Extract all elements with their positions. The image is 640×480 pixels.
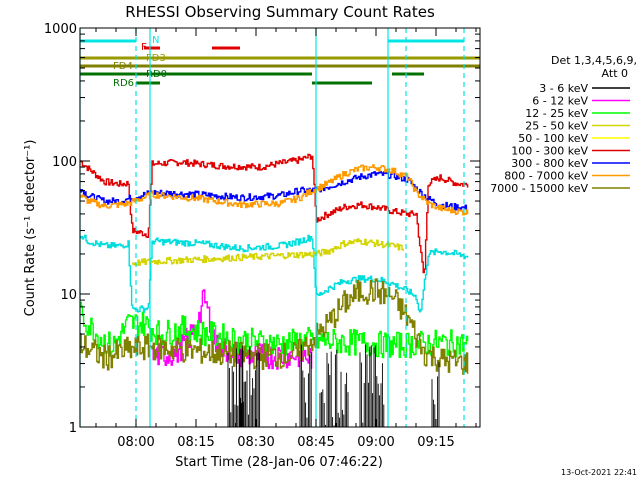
series-line [80, 234, 469, 313]
series-line [80, 170, 468, 212]
x-tick-label: 08:45 [297, 435, 334, 450]
legend-label: 3 - 6 keV [539, 82, 588, 95]
legend-label: 800 - 7000 keV [504, 170, 588, 183]
state-bar-label: FD4 [113, 61, 133, 72]
series-line [80, 301, 469, 359]
state-bar-label: RD0 [146, 69, 167, 80]
y-tick-label: 1 [69, 421, 77, 436]
y-tick-label: 1000 [44, 22, 77, 37]
y-axis: 1 10 100 1000 [44, 22, 480, 436]
x-tick-label: 09:00 [357, 435, 394, 450]
legend-label: 50 - 100 keV [518, 132, 588, 145]
chart-title: RHESSI Observing Summary Count Rates [125, 3, 435, 21]
legend-label: 100 - 300 keV [511, 145, 588, 158]
y-tick-label: 100 [52, 155, 77, 170]
legend-label: 25 - 50 keV [525, 120, 588, 133]
x-axis: 08:00 08:15 08:30 08:45 09:00 09:15 [95, 28, 477, 450]
series-line [80, 153, 469, 274]
x-tick-label: 09:15 [417, 435, 454, 450]
state-bar-label: FD3 [146, 53, 166, 64]
legend-attenuator: Att 0 [602, 67, 628, 80]
series-lines [80, 153, 469, 427]
x-tick-label: 08:30 [237, 435, 274, 450]
x-tick-label: 08:00 [117, 435, 154, 450]
series-line [80, 278, 469, 375]
plot-frame [79, 27, 481, 428]
x-axis-label: Start Time (28-Jan-06 07:46:22) [175, 455, 383, 470]
y-axis-label: Count Rate (s⁻¹ detector⁻¹) [23, 140, 38, 317]
legend-header: Det 1,3,4,5,6,9, [551, 54, 637, 67]
legend-label: 7000 - 15000 keV [490, 182, 588, 195]
series-line [132, 238, 404, 266]
state-bar-label: F [141, 42, 147, 53]
state-bar-label: RD6 [113, 78, 134, 89]
legend-label: 12 - 25 keV [525, 107, 588, 120]
y-tick-label: 10 [60, 288, 77, 303]
legend-label: 6 - 12 keV [532, 95, 588, 108]
date-stamp: 13-Oct-2021 22:41 [561, 468, 637, 477]
state-bar-label: N [152, 35, 159, 46]
legend-label: 300 - 800 keV [511, 157, 588, 170]
series-line [80, 164, 469, 216]
x-tick-label: 08:15 [177, 435, 214, 450]
